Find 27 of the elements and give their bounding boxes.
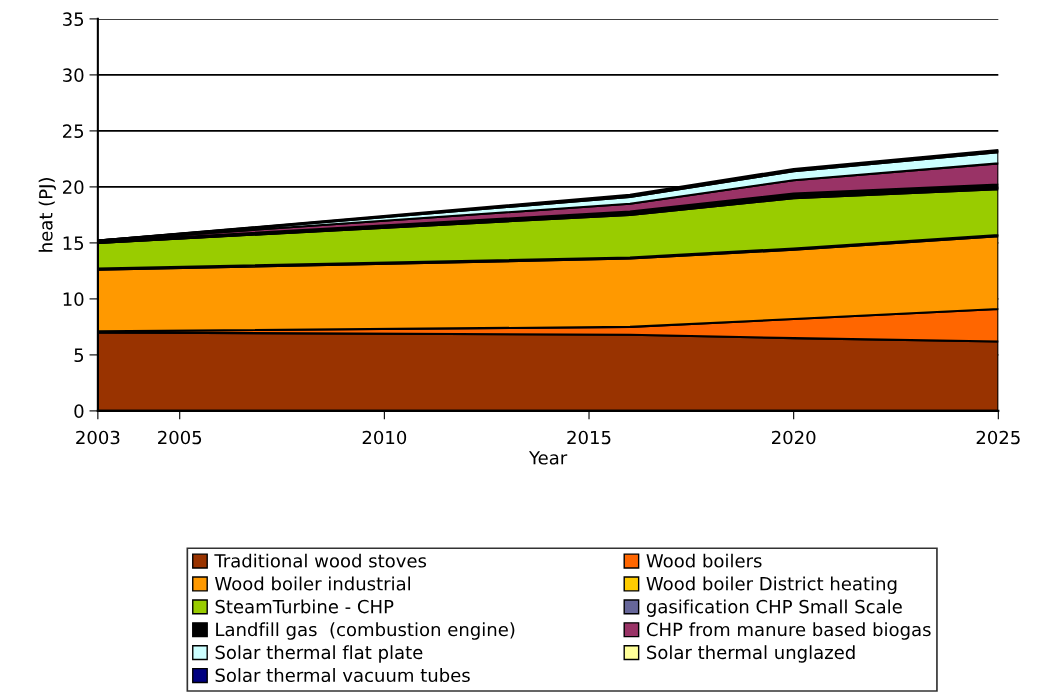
y-tick-label: 0	[74, 404, 84, 419]
x-tick-label: 2005	[158, 430, 202, 445]
y-tick-label: 20	[63, 180, 84, 195]
x-tick-label: 2025	[976, 430, 1020, 445]
y-tick-label: 10	[63, 292, 84, 307]
legend-label: SteamTurbine - CHP	[215, 599, 394, 614]
x-tick-label: 2020	[772, 430, 816, 445]
x-tick-label: 2003	[76, 430, 120, 445]
legend-label: Solar thermal vacuum tubes	[215, 668, 470, 683]
legend-label: Wood boiler District heating	[646, 576, 897, 594]
legend-label: Wood boiler industrial	[215, 576, 410, 591]
legend-label: Traditional wood stoves	[214, 553, 427, 568]
x-axis-title: Year	[528, 451, 568, 465]
y-tick-label: 15	[63, 236, 84, 251]
y-axis-title: heat (PJ)	[38, 178, 56, 252]
y-tick-label: 30	[63, 68, 84, 83]
legend-label: CHP from manure based biogas	[646, 622, 931, 640]
legend-label: Wood boilers	[646, 553, 762, 568]
legend-label: Solar thermal unglazed	[647, 645, 855, 663]
legend-label: Landfill gas (combustion engine)	[216, 622, 515, 640]
legend-label: gasification CHP Small Scale	[646, 599, 902, 617]
legend-label: Solar thermal flat plate	[215, 645, 423, 663]
y-tick-label: 35	[63, 12, 84, 27]
y-tick-label: 25	[63, 124, 84, 139]
x-tick-label: 2015	[567, 430, 611, 445]
x-tick-label: 2010	[362, 430, 407, 445]
y-tick-label: 5	[74, 348, 84, 363]
